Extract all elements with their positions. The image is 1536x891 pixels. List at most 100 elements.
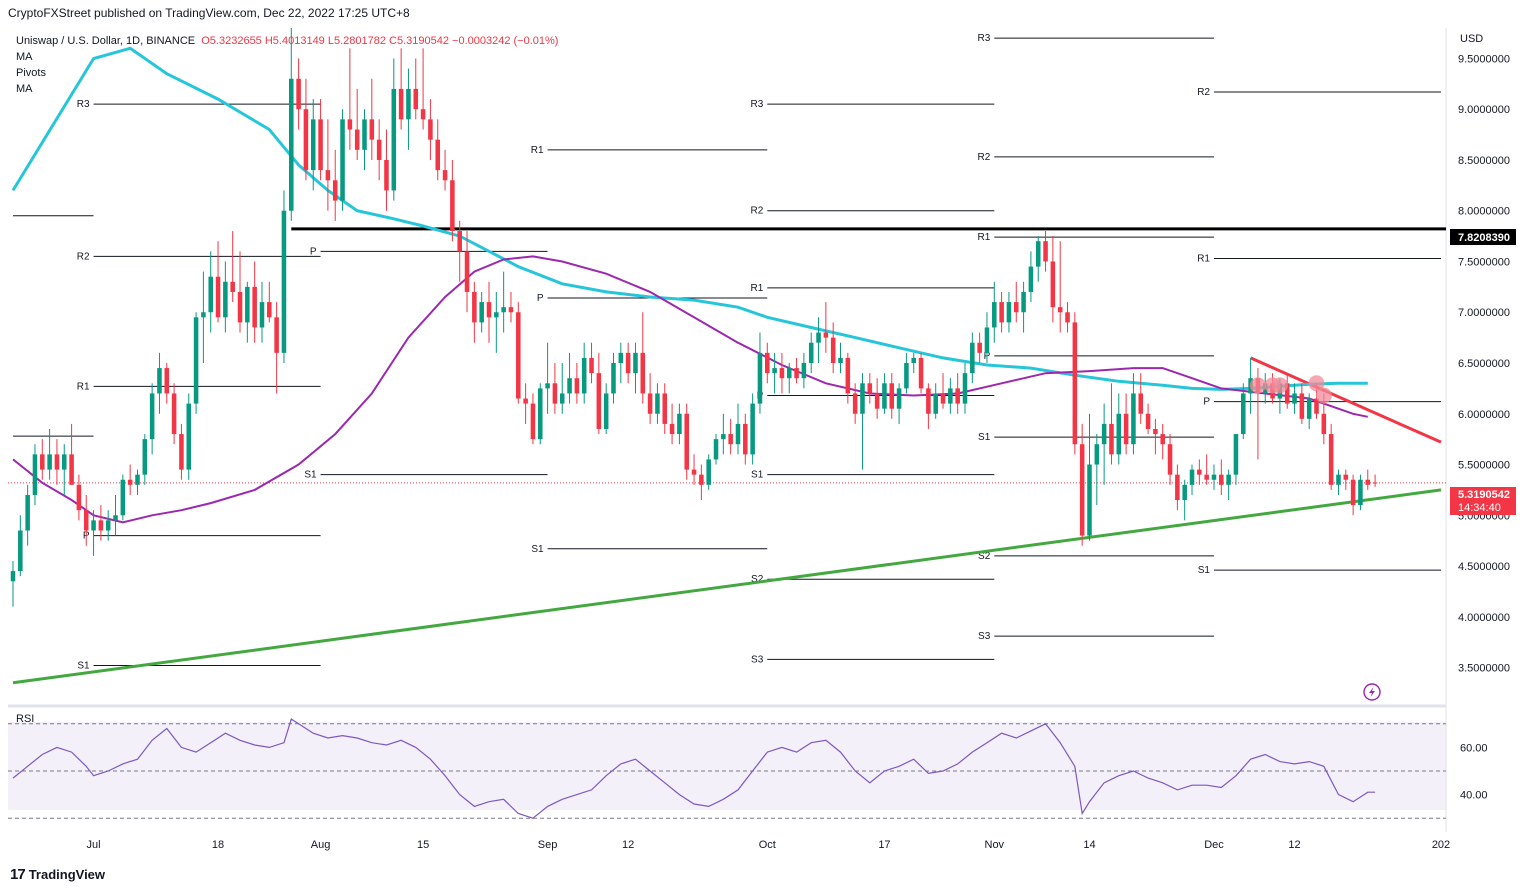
candle-body (1189, 469, 1195, 485)
candle-body (193, 317, 199, 404)
y-tick-label: 6.5000000 (1458, 358, 1510, 370)
candle-body (1306, 398, 1312, 419)
candle-body (662, 393, 668, 424)
candle-body (772, 368, 777, 374)
candle-body (1167, 444, 1173, 475)
candle-body (215, 276, 221, 318)
candle-body (1321, 413, 1327, 435)
candle-body (735, 423, 741, 445)
candle-body (603, 393, 609, 429)
y-tick-label: 3.5000000 (1458, 663, 1510, 675)
pivot-level-label: R2 (750, 206, 763, 217)
candle-body (750, 403, 755, 455)
candle-body (420, 109, 426, 120)
candle-body (237, 291, 243, 323)
ma-slow-line (11, 46, 1368, 391)
candle-body (391, 88, 397, 191)
alert-icon[interactable] (1363, 683, 1381, 701)
candle-body (1079, 444, 1085, 536)
candle-body (794, 368, 799, 379)
pivot-level-label: P (537, 293, 544, 304)
candle-body (501, 307, 506, 313)
tradingview-logo[interactable]: 17 TradingView (10, 866, 105, 883)
candle-body (61, 454, 67, 470)
candle-body (1292, 393, 1297, 404)
candle-body (669, 423, 675, 435)
candle-body (516, 312, 521, 399)
pivot-level-label: R2 (77, 251, 90, 262)
touch-marker (1315, 387, 1332, 404)
y-tick-label: 7.0000000 (1458, 307, 1510, 319)
candle-body (245, 286, 250, 323)
candle-body (486, 302, 492, 318)
candle-body (289, 78, 294, 211)
y-tick-label: 5.5000000 (1458, 460, 1510, 472)
indicator-ma-2[interactable]: MA (16, 83, 33, 95)
x-tick-label: 14 (1083, 839, 1095, 851)
candle-body (1314, 398, 1319, 414)
candle-body (347, 119, 353, 130)
y-tick-label: 9.0000000 (1458, 104, 1510, 116)
candle-body (816, 332, 821, 343)
pivot-level-label: S1 (1198, 565, 1211, 576)
candle-body (625, 352, 631, 374)
candle-body (1035, 241, 1041, 267)
candle-body (47, 454, 52, 470)
candle-body (962, 373, 968, 404)
candle-body (640, 352, 646, 394)
candle-body (647, 393, 653, 414)
candle-body (977, 342, 982, 353)
candle-body (911, 357, 917, 363)
candle-body (567, 378, 572, 394)
candle-body (1123, 413, 1129, 445)
candle-body (40, 454, 45, 470)
candle-body (1175, 474, 1180, 501)
candle-body (1336, 474, 1341, 485)
candle-body (1350, 479, 1356, 506)
candle-body (1072, 322, 1078, 445)
last-price-tag[interactable]: 5.3190542 14:34:40 (1450, 487, 1516, 515)
candle-body (1057, 307, 1063, 313)
candle-body (406, 88, 411, 120)
pivot-level-label: S1 (978, 432, 991, 443)
candle-body (120, 479, 126, 516)
candle-body (384, 159, 389, 191)
resistance-price-tag[interactable]: 7.8208390 (1450, 229, 1516, 245)
candle-body (852, 393, 858, 414)
rsi-tick-label: 40.00 (1460, 790, 1488, 802)
indicator-pivots[interactable]: Pivots (16, 67, 46, 79)
candle-body (1131, 393, 1136, 445)
candle-body (142, 439, 148, 475)
symbol-title[interactable]: Uniswap / U.S. Dollar, 1D, BINANCE (16, 35, 196, 47)
bar-countdown: 14:34:40 (1458, 502, 1501, 514)
candle-body (201, 312, 206, 318)
candle-body (18, 530, 23, 572)
candle-body (362, 119, 367, 150)
candle-body (223, 281, 228, 318)
candle-body (955, 388, 960, 404)
candle-body (948, 388, 953, 404)
candle-body (508, 307, 514, 313)
y-tick-label: 8.0000000 (1458, 206, 1510, 218)
x-tick-label: 202 (1432, 839, 1450, 851)
candle-body (896, 388, 902, 409)
candle-body (1182, 484, 1187, 501)
candle-body (1153, 428, 1158, 435)
ohlc-values: O5.3232655 H5.4013149 L5.2801782 C5.3190… (201, 35, 559, 47)
pivot-level-label: R3 (77, 99, 90, 110)
candle-body (684, 413, 689, 470)
candle-body (523, 398, 528, 404)
candle-body (354, 129, 360, 150)
x-tick-label: Nov (985, 839, 1005, 851)
candle-body (105, 520, 111, 531)
candle-body (494, 312, 499, 318)
candle-body (310, 119, 316, 171)
candle-body (530, 403, 536, 440)
candle-body (157, 368, 162, 394)
candle-body (479, 302, 484, 323)
candle-body (867, 383, 873, 394)
candle-body (1328, 434, 1334, 485)
rsi-band-fill (8, 722, 1446, 810)
indicator-ma-1[interactable]: MA (16, 51, 33, 63)
